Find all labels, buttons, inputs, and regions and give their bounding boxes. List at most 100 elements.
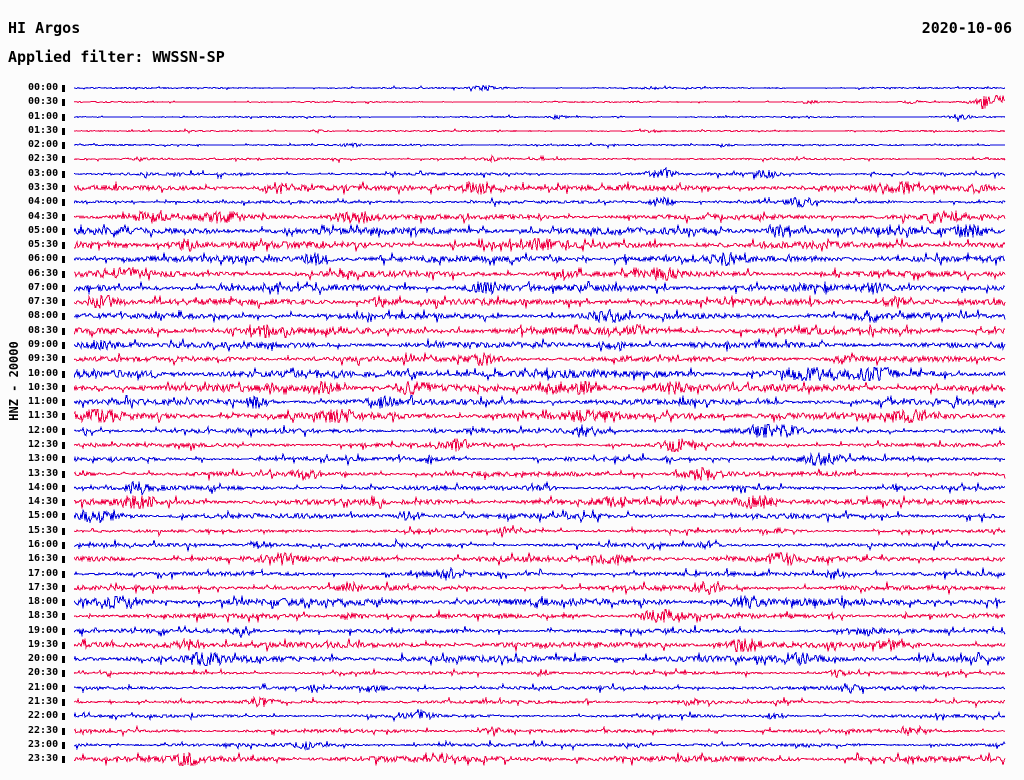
seismic-trace (74, 366, 1006, 381)
trace-row: 12:30 (0, 438, 1024, 452)
trace-row: 21:30 (0, 695, 1024, 709)
axis-tick-mark (62, 313, 65, 321)
axis-tick-mark (62, 627, 65, 635)
seismic-trace (74, 652, 1006, 667)
time-tick-label: 11:30 (28, 410, 59, 422)
time-tick-label: 23:30 (28, 753, 59, 765)
seismic-trace (74, 695, 1006, 709)
axis-tick-mark (62, 613, 65, 621)
axis-tick-mark (62, 242, 65, 250)
seismic-trace (74, 495, 1006, 510)
trace-row: 18:30 (0, 609, 1024, 624)
axis-tick-mark (62, 484, 65, 492)
seismic-trace (74, 338, 1006, 352)
trace-row: 14:00 (0, 480, 1024, 495)
seismic-trace (74, 682, 1006, 694)
trace-row: 04:30 (0, 209, 1024, 224)
seismic-trace (74, 309, 1006, 324)
axis-tick-mark (62, 199, 65, 207)
axis-tick-mark (62, 527, 65, 535)
trace-row: 05:00 (0, 223, 1024, 238)
seismic-trace (74, 452, 1006, 467)
axis-tick-mark (62, 370, 65, 378)
trace-row: 08:30 (0, 323, 1024, 338)
time-tick-label: 04:30 (28, 210, 59, 222)
trace-row: 11:30 (0, 409, 1024, 424)
time-tick-label: 13:30 (28, 467, 59, 479)
time-tick-label: 03:00 (28, 167, 59, 179)
axis-tick-mark (62, 170, 65, 178)
axis-tick-mark (62, 399, 65, 407)
seismic-trace (74, 524, 1006, 538)
time-tick-label: 09:00 (28, 339, 59, 351)
time-tick-label: 10:30 (28, 381, 59, 393)
seismic-trace (74, 752, 1006, 767)
seismic-trace (74, 280, 1006, 295)
seismic-trace (74, 609, 1006, 624)
axis-tick-mark (62, 427, 65, 435)
trace-row: 21:00 (0, 681, 1024, 695)
axis-tick-mark (62, 213, 65, 221)
axis-tick-mark (62, 699, 65, 707)
trace-area: 00:00 00:30 01:00 01:30 02:00 02:30 03:00 03:30… (0, 80, 1024, 772)
time-tick-label: 17:30 (28, 581, 59, 593)
time-tick-label: 02:30 (28, 153, 59, 165)
axis-tick-mark (62, 599, 65, 607)
trace-row: 13:00 (0, 452, 1024, 467)
trace-row: 22:00 (0, 709, 1024, 723)
trace-row: 06:30 (0, 266, 1024, 281)
time-tick-label: 12:30 (28, 439, 59, 450)
record-date: 2020-10-06 (921, 19, 1012, 37)
axis-tick-mark (62, 156, 65, 164)
axis-tick-mark (62, 184, 65, 192)
time-tick-label: 06:00 (28, 253, 59, 265)
time-tick-label: 12:00 (28, 424, 59, 436)
seismic-trace (74, 739, 1006, 752)
seismic-trace (74, 154, 1006, 164)
seismic-trace (74, 127, 1006, 134)
trace-row: 15:30 (0, 524, 1024, 538)
axis-tick-mark (62, 741, 65, 749)
seismic-trace (74, 438, 1006, 452)
axis-tick-mark (62, 713, 65, 721)
axis-tick-mark (62, 299, 65, 307)
trace-row: 18:00 (0, 595, 1024, 610)
axis-tick-mark (62, 384, 65, 392)
seismic-trace (74, 95, 1006, 110)
trace-row: 19:30 (0, 637, 1024, 652)
time-tick-label: 04:00 (28, 196, 59, 208)
time-tick-label: 15:00 (28, 510, 59, 522)
trace-row: 06:00 (0, 252, 1024, 267)
seismic-trace (74, 395, 1006, 409)
time-tick-label: 18:30 (28, 610, 59, 622)
time-tick-label: 23:00 (28, 738, 59, 750)
seismic-trace (74, 166, 1006, 180)
trace-row: 17:30 (0, 580, 1024, 595)
time-tick-label: 07:00 (28, 281, 59, 293)
trace-row: 15:00 (0, 509, 1024, 524)
axis-tick-mark (62, 256, 65, 264)
seismic-trace (74, 112, 1006, 123)
axis-tick-mark (62, 127, 65, 135)
time-tick-label: 05:00 (28, 224, 59, 236)
axis-tick-mark (62, 756, 65, 764)
time-tick-label: 20:30 (28, 667, 59, 679)
time-tick-label: 03:30 (28, 181, 59, 193)
trace-row: 07:30 (0, 295, 1024, 310)
seismic-trace (74, 209, 1006, 224)
trace-row: 17:00 (0, 566, 1024, 581)
seismic-trace (74, 142, 1006, 150)
time-tick-label: 10:00 (28, 367, 59, 379)
axis-tick-mark (62, 641, 65, 649)
trace-row: 20:30 (0, 666, 1024, 680)
time-tick-label: 11:00 (28, 396, 59, 408)
axis-tick-mark (62, 570, 65, 578)
trace-row: 11:00 (0, 395, 1024, 409)
trace-row: 02:00 (0, 138, 1024, 152)
seismic-trace (74, 667, 1006, 680)
time-tick-label: 17:00 (28, 567, 59, 579)
station-title: HI Argos (8, 19, 81, 37)
axis-tick-mark (62, 413, 65, 421)
time-tick-label: 15:30 (28, 524, 59, 536)
